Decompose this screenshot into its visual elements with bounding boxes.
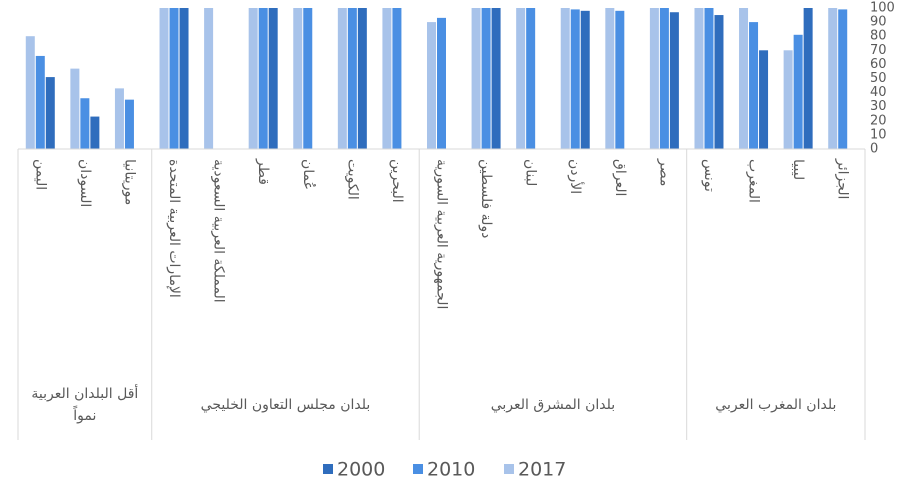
bar: [580, 10, 590, 149]
x-tick-label: الإمارات العربية المتحدة: [166, 159, 182, 298]
x-tick-label: دولة فلسطين: [478, 159, 494, 238]
bar: [80, 98, 90, 149]
x-tick-label: تونس: [701, 159, 717, 192]
bar: [471, 8, 481, 149]
y-tick-label: 0: [870, 142, 878, 157]
bar: [749, 22, 759, 150]
x-tick-label: قطر: [255, 158, 271, 185]
bar: [303, 8, 313, 149]
x-tick-label: الجمهورية العربية السورية: [434, 159, 450, 309]
legend-label: 2010: [427, 459, 475, 481]
bar: [669, 12, 679, 150]
bar: [783, 50, 793, 149]
bar: [169, 8, 179, 149]
y-tick-label: 60: [870, 57, 887, 72]
bar: [828, 8, 838, 149]
group-label: بلدان المغرب العربي: [715, 397, 837, 413]
group-label: أقل البلدان العربية نمواً: [31, 386, 139, 424]
bar: [114, 88, 124, 149]
x-tick-label: لبنان: [523, 159, 539, 186]
bar: [357, 8, 367, 149]
group-label-box: بلدان مجلس التعاون الخليجي: [200, 397, 371, 413]
y-tick-label: 100: [870, 1, 895, 16]
y-tick-label: 30: [870, 99, 887, 114]
group-label-box: بلدان المشرق العربي: [490, 397, 616, 413]
bar: [25, 36, 35, 150]
bar: [268, 8, 278, 149]
legend-label: 2000: [337, 459, 385, 481]
bar: [739, 8, 749, 149]
bar: [437, 17, 446, 150]
bar: [570, 9, 580, 149]
bar: [714, 15, 724, 149]
bar: [560, 8, 570, 149]
x-tick-label: المغرب: [746, 159, 762, 203]
x-tick-label: العراق: [612, 159, 628, 196]
bar: [248, 8, 258, 149]
x-tick-label: الأردن: [567, 159, 585, 194]
bar: [204, 8, 214, 149]
bar: [35, 55, 45, 149]
group-label: بلدان المشرق العربي: [490, 397, 616, 413]
y-tick-label: 80: [870, 29, 887, 44]
x-tick-label: الكويت: [344, 159, 360, 200]
bar: [516, 8, 526, 149]
x-tick-label: المملكة العربية السعودية: [211, 159, 227, 303]
bar: [179, 8, 189, 149]
x-tick-label: موريتانيا: [121, 159, 137, 205]
bar: [526, 8, 536, 149]
bar: [293, 8, 303, 149]
bar: [70, 68, 80, 149]
bar: [704, 8, 714, 149]
bar: [793, 34, 803, 149]
bar: [258, 8, 268, 149]
bar: [45, 77, 55, 149]
legend-swatch: [413, 464, 423, 474]
bar: [382, 8, 392, 149]
bar: [347, 8, 357, 149]
x-tick-label: السودان: [77, 159, 93, 207]
bar: [649, 8, 659, 149]
bar: [803, 8, 813, 149]
bar: [481, 8, 491, 149]
bar: [615, 10, 625, 149]
group-label-box: أقل البلدان العربية نمواً: [31, 386, 139, 424]
y-tick-label: 40: [870, 85, 887, 100]
group-label: بلدان مجلس التعاون الخليجي: [200, 397, 371, 413]
y-tick-label: 70: [870, 43, 887, 58]
x-tick-label: مصر: [656, 158, 672, 186]
bar: [491, 8, 501, 149]
y-tick-label: 20: [870, 113, 887, 128]
bar: [759, 50, 769, 149]
x-tick-label: اليمن: [32, 159, 48, 190]
bar: [659, 8, 669, 149]
x-tick-label: ليبيا: [790, 159, 806, 180]
y-tick-label: 50: [870, 71, 887, 86]
group-label-box: بلدان المغرب العربي: [715, 397, 837, 413]
x-tick-label: البحرين: [389, 159, 405, 203]
bar: [838, 9, 848, 149]
bar: [124, 99, 134, 149]
y-tick-label: 10: [870, 127, 887, 142]
bar: [337, 8, 347, 149]
bar: [605, 8, 615, 149]
x-tick-label: الجزائر: [835, 158, 851, 199]
legend-label: 2017: [518, 459, 566, 481]
x-tick-label: عُمان: [300, 159, 316, 190]
bar: [427, 22, 436, 150]
bar: [694, 8, 704, 149]
bar: [159, 8, 169, 149]
bar: [392, 8, 402, 149]
legend-swatch: [504, 464, 514, 474]
y-tick-label: 90: [870, 15, 887, 30]
bar: [90, 116, 100, 149]
legend-swatch: [323, 464, 333, 474]
